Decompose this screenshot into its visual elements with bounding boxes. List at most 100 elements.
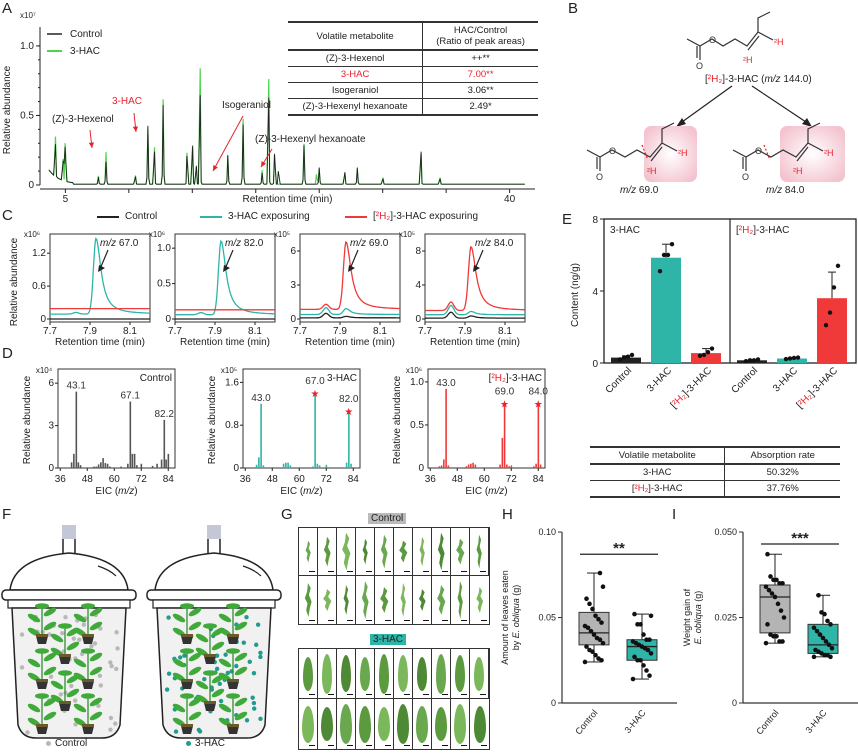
volatile-dot (202, 676, 207, 682)
seedling-icon (27, 648, 57, 689)
group-tag-3hac: 3-HAC (370, 634, 407, 645)
legend-3hac-dots: 3-HAC (186, 738, 225, 749)
y-tick-label: 1.0 (410, 377, 424, 388)
peak-label: 82.0 (339, 394, 359, 405)
arrow-head (473, 265, 480, 272)
seedling-icon (73, 648, 103, 689)
scale-bar (442, 744, 448, 746)
chamber-collar (7, 599, 131, 609)
leaf-shape (456, 538, 465, 565)
deuterium-label: ²H (793, 166, 803, 176)
deuterium-label: ²H (743, 55, 753, 65)
volatile-dot (244, 718, 250, 723)
data-point (625, 354, 631, 359)
ratio-value: ++** (422, 50, 538, 67)
y-multiplier: x10⁶ (149, 230, 165, 239)
soil (82, 634, 94, 637)
spectrum-bar (350, 463, 352, 468)
scale-bar (347, 570, 353, 572)
leaf (81, 603, 95, 609)
volatile-dot (25, 730, 30, 735)
y-multiplier: x10⁷ (20, 11, 36, 20)
volatile-dot (72, 698, 78, 703)
volatile-dot (173, 729, 179, 734)
leaf (66, 674, 80, 684)
data-point (647, 673, 652, 678)
data-point (600, 640, 606, 646)
leaf-image (318, 576, 337, 624)
plot-frame (424, 233, 526, 323)
scale-bar (385, 744, 391, 746)
x-tick-label: 48 (452, 474, 464, 485)
leaf (172, 613, 186, 623)
header-ratio: HAC/Control (Ratio of peak areas) (422, 21, 538, 51)
table-row: Isogeraniol 3.06** (288, 82, 538, 99)
y-tick-label: 1.6 (225, 377, 239, 388)
data-point (820, 635, 826, 641)
data-point (747, 358, 753, 363)
annotation-arrow (474, 249, 484, 270)
y-axis-label: Relative abundance (207, 375, 218, 464)
x-tick-label: 48 (267, 474, 279, 485)
spectrum-bar (95, 466, 98, 468)
data-point (763, 640, 769, 646)
x-tick-label: 36 (425, 474, 437, 485)
volatile-dot (209, 687, 215, 692)
leaf (203, 623, 217, 629)
data-point (582, 623, 588, 629)
leaf-image (337, 576, 356, 624)
leaf (89, 666, 103, 676)
data-point (755, 357, 761, 362)
leaf-image (394, 699, 413, 749)
volatile-dot (114, 666, 119, 672)
scale-bar (423, 744, 429, 746)
x-tick-label: 5 (63, 194, 69, 205)
scale-bar (481, 619, 487, 621)
peak-label: 67.1 (120, 391, 140, 402)
data-point (827, 310, 833, 315)
x-tick-label: [²H₂]-3-HAC (669, 365, 714, 410)
data-point (763, 584, 769, 590)
svg-text:O: O (755, 146, 762, 156)
plot-frame (299, 233, 401, 323)
leaf-shape (398, 655, 408, 692)
volatile-dot (60, 630, 65, 636)
legend-label: Control (55, 738, 88, 749)
volatile-dot (47, 632, 52, 637)
volatile-dot (255, 622, 261, 627)
leaf-image (394, 576, 413, 624)
scale-bar (461, 693, 467, 695)
y-axis-label: Amount of leaves eatenby E. obliqua (g) (500, 570, 521, 665)
leaf-shape (380, 534, 388, 569)
mz-annotation: m/z 84.0 (475, 238, 514, 249)
x-tick-label: Control (573, 708, 599, 737)
leaf (58, 670, 72, 676)
data-point (771, 577, 776, 583)
spectrum-bar (165, 459, 167, 468)
pot (181, 681, 193, 689)
spectrum-bar (348, 411, 350, 468)
spectrum-bar (160, 459, 163, 468)
volatile-dot (108, 660, 113, 665)
x-tick-label: 7.9 (208, 326, 222, 337)
leaf (211, 627, 225, 637)
pot (36, 636, 48, 644)
spectrum-bar (282, 463, 285, 468)
spectrum-bar (156, 463, 158, 468)
y-tick-label: 0 (732, 698, 737, 708)
mz-annotation: m/z 69.0 (350, 238, 389, 249)
panel-label-b: B (568, 0, 579, 17)
leaf-shape (457, 581, 463, 619)
scale-bar (423, 619, 429, 621)
data-point (811, 654, 817, 660)
scale-bar (404, 570, 410, 572)
x-axis-label: EIC (m/z) (465, 486, 507, 497)
scale-bar (404, 619, 410, 621)
leaf (81, 693, 95, 699)
eic-chart-mz67: 0 0.6 1.2 x10⁶ Relative abundance 7.7 7.9 8.1Re… (9, 230, 151, 348)
absorption-value: 37.76% (724, 480, 840, 498)
volatile-dot (223, 652, 228, 657)
y-tick-label: 0.025 (714, 613, 737, 623)
peak-annotation: Isogeraniol (222, 100, 271, 111)
